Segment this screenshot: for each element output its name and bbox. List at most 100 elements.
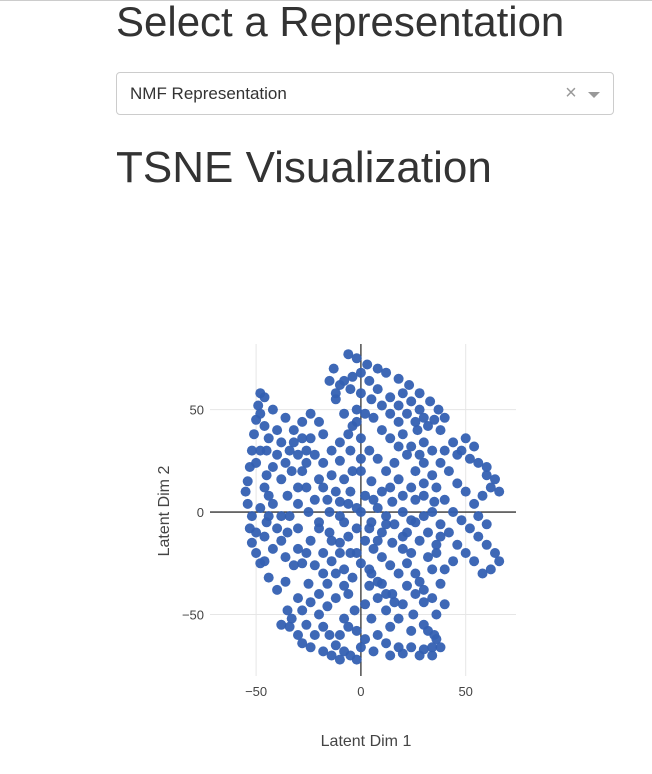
scatter-point <box>259 482 270 493</box>
scatter-point <box>414 535 425 546</box>
scatter-point <box>326 556 337 567</box>
scatter-point <box>427 507 438 517</box>
scatter-point <box>387 537 398 548</box>
scatter-point <box>460 548 471 558</box>
scatter-point <box>305 535 316 546</box>
scatter-point <box>362 359 373 370</box>
scatter-point <box>402 449 412 460</box>
scatter-point <box>406 642 417 653</box>
scatter-point <box>439 494 450 505</box>
scatter-point <box>297 433 308 444</box>
scatter-point <box>263 490 274 501</box>
select-representation-heading: Select a Representation <box>116 0 565 45</box>
scatter-point <box>469 556 480 567</box>
representation-dropdown[interactable]: NMF Representation × <box>116 72 614 115</box>
scatter-point <box>284 511 295 522</box>
scatter-points <box>240 349 505 665</box>
scatter-point <box>322 494 333 505</box>
scatter-point <box>328 363 339 374</box>
scatter-point <box>404 380 415 390</box>
scatter-point <box>469 441 480 452</box>
scatter-point <box>490 548 500 558</box>
scatter-point <box>431 548 442 558</box>
scatter-point <box>397 507 408 517</box>
scatter-point <box>364 375 375 386</box>
scatter-point <box>334 548 345 558</box>
scatter-point <box>334 455 345 466</box>
scatter-point <box>276 535 287 546</box>
scatter-point <box>473 457 484 468</box>
scatter-point <box>330 388 341 399</box>
scatter-point <box>372 535 383 546</box>
scatter-point <box>427 564 438 575</box>
scatter-point <box>427 445 438 456</box>
scatter-point <box>393 474 404 485</box>
scatter-point <box>240 486 251 497</box>
scatter-point <box>339 580 350 591</box>
scatter-point <box>297 466 308 477</box>
scatter-point <box>351 548 362 558</box>
scatter-point <box>326 650 337 661</box>
scatter-point <box>301 619 312 630</box>
scatter-point <box>351 654 362 665</box>
scatter-point <box>429 414 440 425</box>
clear-icon[interactable]: × <box>565 82 577 104</box>
scatter-point <box>376 527 387 538</box>
scatter-point <box>368 646 379 657</box>
scatter-point <box>381 511 392 522</box>
scatter-point <box>425 396 436 407</box>
scatter-point <box>334 496 345 507</box>
scatter-point <box>485 482 496 493</box>
scatter-point <box>452 539 463 550</box>
scatter-point <box>372 384 383 395</box>
scatter-point <box>301 445 312 456</box>
scatter-point <box>414 404 425 415</box>
scatter-point <box>330 593 341 604</box>
x-tick-label: 50 <box>458 684 472 699</box>
scatter-point <box>314 416 324 427</box>
scatter-point <box>251 457 262 468</box>
scatter-point <box>272 425 283 436</box>
scatter-point <box>355 367 366 378</box>
scatter-point <box>385 560 396 571</box>
scatter-point <box>303 578 314 589</box>
scatter-point <box>397 648 408 659</box>
scatter-point <box>393 613 404 624</box>
dropdown-selected-value: NMF Representation <box>130 84 287 103</box>
scatter-point <box>477 568 488 579</box>
scatter-point <box>297 558 308 569</box>
scatter-point <box>259 531 270 542</box>
scatter-point <box>452 478 463 489</box>
scatter-point <box>418 490 429 501</box>
scatter-point <box>255 408 266 419</box>
caret-down-icon[interactable] <box>588 92 600 98</box>
scatter-point <box>351 523 362 534</box>
scatter-point <box>309 630 320 640</box>
scatter-point <box>276 437 287 448</box>
scatter-point <box>435 425 446 436</box>
y-axis-title: Latent Dim 2 <box>156 466 173 557</box>
scatter-point <box>481 519 492 530</box>
scatter-point <box>259 556 270 567</box>
scatter-point <box>345 384 356 395</box>
scatter-point <box>418 457 429 468</box>
scatter-point <box>439 445 450 456</box>
scatter-point <box>372 593 383 604</box>
scatter-point <box>355 388 366 399</box>
scatter-point <box>246 445 257 456</box>
scatter-point <box>481 462 492 472</box>
scatter-point <box>490 474 500 485</box>
scatter-point <box>414 388 425 399</box>
scatter-point <box>318 429 329 440</box>
scatter-point <box>427 593 438 604</box>
scatter-point <box>301 482 312 493</box>
scatter-point <box>431 609 442 620</box>
scatter-point <box>297 605 308 616</box>
scatter-point <box>366 476 377 487</box>
scatter-point <box>406 396 417 407</box>
scatter-point <box>418 511 429 522</box>
scatter-point <box>448 556 459 567</box>
scatter-point <box>418 597 429 608</box>
scatter-point <box>406 548 417 558</box>
